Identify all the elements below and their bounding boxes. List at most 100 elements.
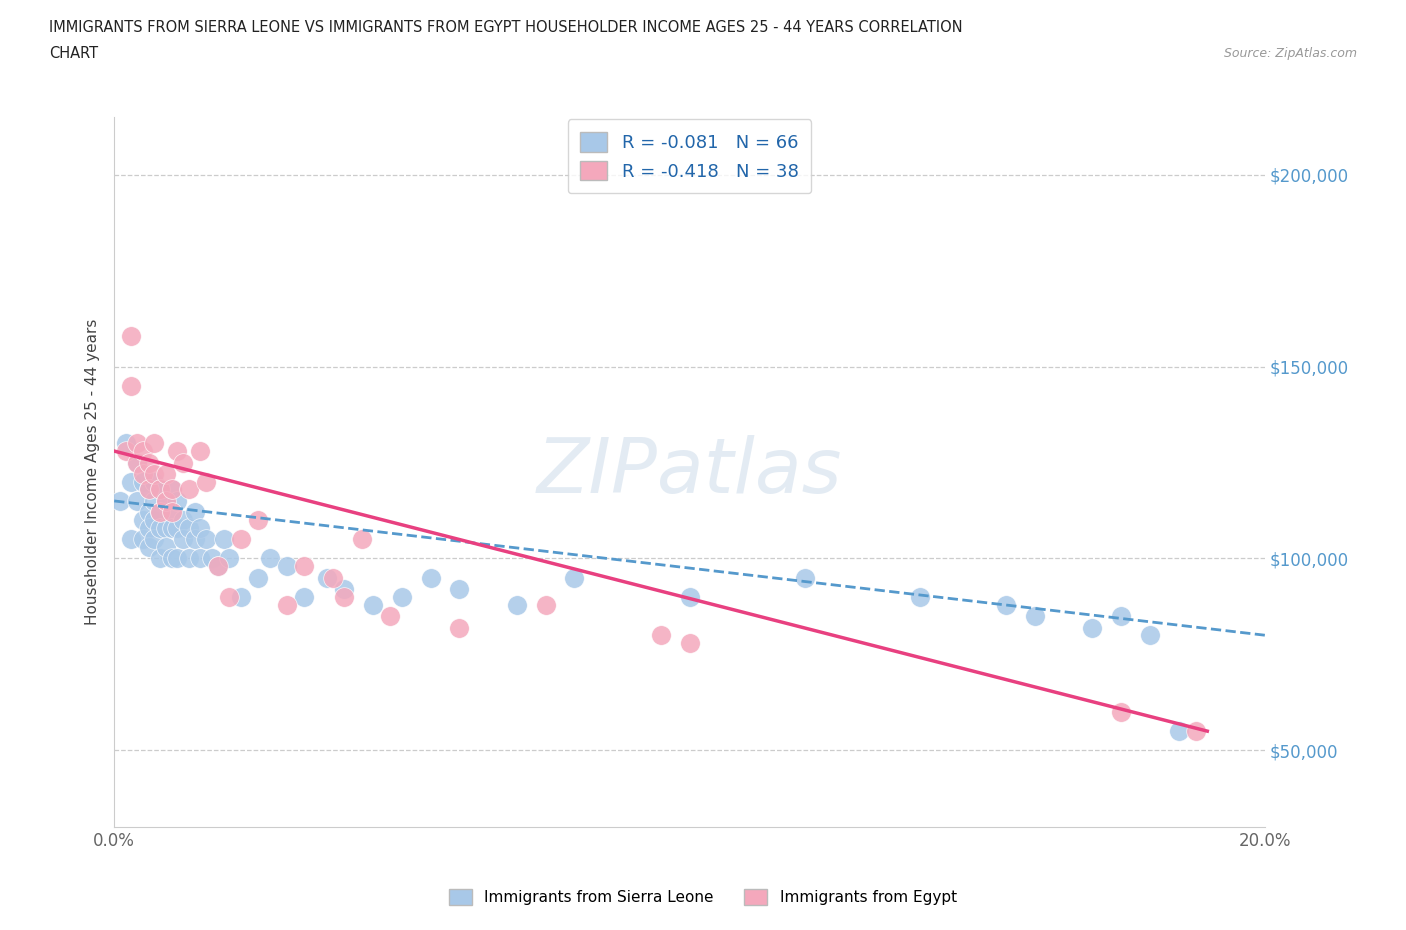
Point [155,539,177,554]
Point [160,482,183,497]
Point [120,474,142,489]
Point [114,436,136,451]
Point [149,505,172,520]
Point [361,597,384,612]
Text: CHART: CHART [49,46,98,61]
Point [120,379,142,393]
Point [564,570,586,585]
Point [212,532,235,547]
Point [177,521,200,536]
Text: Source: ZipAtlas.com: Source: ZipAtlas.com [1223,46,1357,60]
Point [132,474,155,489]
Point [534,597,557,612]
Point [149,482,172,497]
Point [1109,608,1132,623]
Point [143,494,166,509]
Point [207,559,229,574]
Point [138,482,160,497]
Point [138,505,160,520]
Point [143,436,166,451]
Point [195,474,218,489]
Point [160,551,183,566]
Point [190,444,212,458]
Point [160,521,183,536]
Point [218,590,240,604]
Point [120,532,142,547]
Point [132,532,155,547]
Point [155,494,177,509]
Point [506,597,529,612]
Point [120,328,142,343]
Point [333,582,356,597]
Point [391,590,413,604]
Point [132,512,155,527]
Point [160,505,183,520]
Point [127,455,149,470]
Point [172,512,194,527]
Point [276,597,298,612]
Point [127,494,149,509]
Point [908,590,931,604]
Point [138,455,160,470]
Y-axis label: Householder Income Ages 25 - 44 years: Householder Income Ages 25 - 44 years [86,319,100,625]
Point [166,551,188,566]
Legend: Immigrants from Sierra Leone, Immigrants from Egypt: Immigrants from Sierra Leone, Immigrants… [441,882,965,913]
Point [160,505,183,520]
Point [259,551,281,566]
Point [994,597,1017,612]
Point [316,570,339,585]
Point [149,551,172,566]
Point [149,505,172,520]
Point [218,551,240,566]
Point [350,532,373,547]
Point [229,590,252,604]
Point [1081,620,1104,635]
Point [177,482,200,497]
Point [166,444,188,458]
Point [449,620,471,635]
Point [132,467,155,482]
Point [143,474,166,489]
Point [678,635,700,650]
Point [114,444,136,458]
Point [195,532,218,547]
Point [333,590,356,604]
Point [1139,628,1161,643]
Point [247,570,270,585]
Point [292,590,315,604]
Point [166,494,188,509]
Point [419,570,441,585]
Point [184,532,207,547]
Point [138,539,160,554]
Point [172,455,194,470]
Point [177,551,200,566]
Point [108,494,131,509]
Point [207,559,229,574]
Point [155,494,177,509]
Text: ZIPatlas: ZIPatlas [537,435,842,509]
Point [166,521,188,536]
Point [184,505,207,520]
Point [143,467,166,482]
Point [149,521,172,536]
Point [127,455,149,470]
Point [322,570,344,585]
Point [380,608,402,623]
Point [1024,608,1046,623]
Point [292,559,315,574]
Point [138,482,160,497]
Point [678,590,700,604]
Point [132,444,155,458]
Point [172,532,194,547]
Point [449,582,471,597]
Point [650,628,672,643]
Point [127,436,149,451]
Point [247,512,270,527]
Point [276,559,298,574]
Point [149,482,172,497]
Point [1109,705,1132,720]
Point [155,467,177,482]
Point [143,532,166,547]
Point [190,521,212,536]
Point [155,521,177,536]
